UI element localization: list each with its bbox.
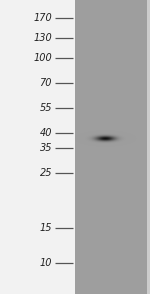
Text: 10: 10 bbox=[39, 258, 52, 268]
Text: 100: 100 bbox=[33, 53, 52, 63]
Text: 70: 70 bbox=[39, 78, 52, 88]
Text: 170: 170 bbox=[33, 13, 52, 23]
Bar bbox=[0, 0, 75, 294]
Text: 35: 35 bbox=[39, 143, 52, 153]
Text: 130: 130 bbox=[33, 33, 52, 43]
Bar bbox=[75, 0, 150, 294]
Text: 55: 55 bbox=[39, 103, 52, 113]
Text: 15: 15 bbox=[39, 223, 52, 233]
Bar bbox=[147, 0, 150, 294]
Text: 40: 40 bbox=[39, 128, 52, 138]
Text: 25: 25 bbox=[39, 168, 52, 178]
